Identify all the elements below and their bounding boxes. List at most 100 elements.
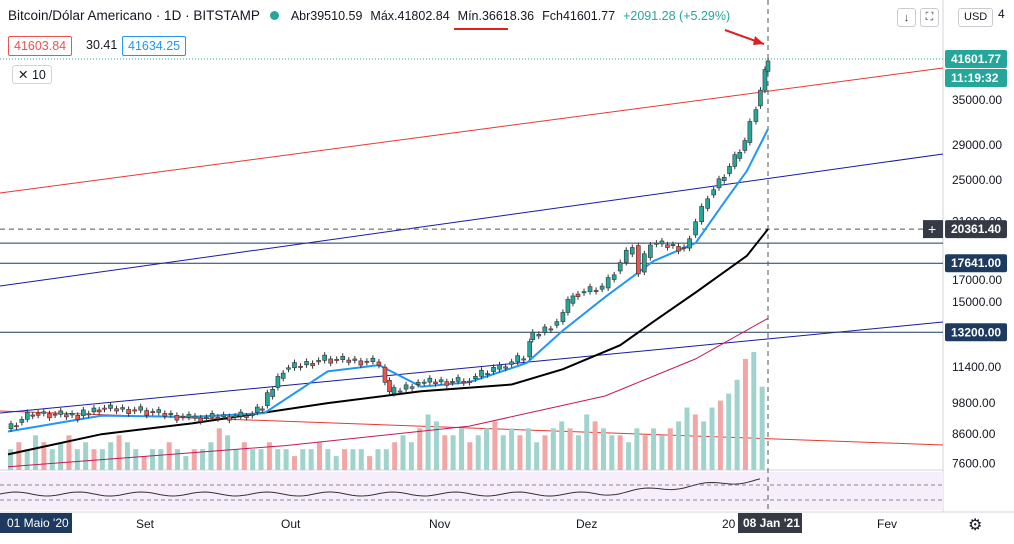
price-badge-label: 13200.00 [951,325,1001,339]
candle [654,242,659,245]
candle [75,414,81,420]
candle [427,377,433,383]
price-badge-label: 17641.00 [951,256,1001,270]
price-tick-label: 25000.00 [952,173,1002,187]
cursor-date-label: 08 Jan '21 [743,516,800,530]
price-badge[interactable] [945,323,1007,342]
candle [270,389,275,397]
volume-bar [58,442,64,470]
symbol-title[interactable]: Bitcoin/Dólar Americano · 1D · BITSTAMP [8,8,260,23]
volume-bar [208,442,214,470]
volume-bar [500,435,506,470]
candle [132,409,137,412]
bid-badge[interactable]: 41603.84 [8,36,73,56]
candle [30,414,36,417]
volume-bar [542,435,548,470]
candle [587,286,593,292]
ask-badge[interactable]: 41634.25 [122,36,187,56]
time-tick-label: Set [136,517,155,531]
price-badge[interactable] [945,50,1007,69]
candle [753,109,759,122]
price-tick-label: 29000.00 [952,138,1002,152]
candle [542,326,548,333]
candle [450,381,455,383]
candle [221,414,226,418]
candle [150,411,156,413]
candle [473,376,478,380]
candle [156,409,162,413]
volume-bar [342,449,348,470]
channel-blue-lower [0,321,944,414]
open-label: Abr [290,8,311,23]
volume-bar [116,435,122,470]
candle [560,312,566,322]
candle [491,367,496,372]
candle [665,244,670,248]
volume-bar [759,386,765,470]
price-badge[interactable] [945,69,1007,88]
volume-bar [8,449,13,470]
candle [35,412,41,416]
candle [108,404,113,409]
volume-bar [300,449,306,470]
candle [198,417,203,422]
indicator-value: 10 [31,68,46,82]
candle [126,409,131,414]
candle [444,381,450,386]
candle [91,407,97,413]
currency-button[interactable]: USD [958,8,994,27]
high-value: 41802.84 [397,8,450,23]
plus-icon: + [928,221,936,237]
volume-bar [350,449,356,470]
volume-bar [124,442,130,470]
candle [58,410,64,415]
arrow-down-icon[interactable]: ↓ [897,8,916,27]
volume-bar [417,428,423,470]
volume-bar [183,456,189,470]
volume-bar [534,442,540,470]
volume-bar [676,421,682,470]
volume-bar [559,421,565,470]
volume-bar [175,449,181,470]
crosshair-plus-icon[interactable] [923,220,943,239]
volume-bar [600,428,606,470]
fullscreen-icon[interactable]: ⛶ [920,8,939,27]
candle [693,221,698,236]
volume-bar [651,428,657,470]
volume-bar [74,449,80,470]
candle [515,355,520,363]
volume-bar [458,428,464,470]
time-tick-label: Out [281,517,301,531]
low-label: Mín. [457,8,482,23]
volume-bar [734,379,740,470]
close-label: Fch [542,8,563,23]
candle [244,415,249,418]
candle [530,331,536,340]
price-badge[interactable] [945,254,1007,273]
volume-bar [400,435,406,470]
candle [204,417,209,419]
price-badge-label: 20361.40 [951,222,1001,236]
candle [617,262,623,272]
candle [138,406,143,411]
candle [415,381,421,385]
candle [376,361,382,366]
candle [747,121,753,143]
price-tick-label: 11400.00 [952,360,1001,374]
volume-bar [684,407,690,470]
gear-icon[interactable]: ⚙ [968,517,983,534]
volume-bar [484,428,490,470]
volume-bar [108,442,114,470]
volume-bar [442,435,448,470]
candle [180,415,186,418]
candle [497,364,502,370]
time-tick-label: Fev [877,517,897,531]
price-badge[interactable] [945,220,1007,239]
indicator-toggle[interactable]: ✕ 10 [12,65,52,84]
spread-value: 30.41 [86,38,118,52]
time-tick-label: 01 Maio '20 [7,516,69,530]
candle [705,198,710,209]
candle [310,363,315,367]
volume-bar [567,428,573,470]
